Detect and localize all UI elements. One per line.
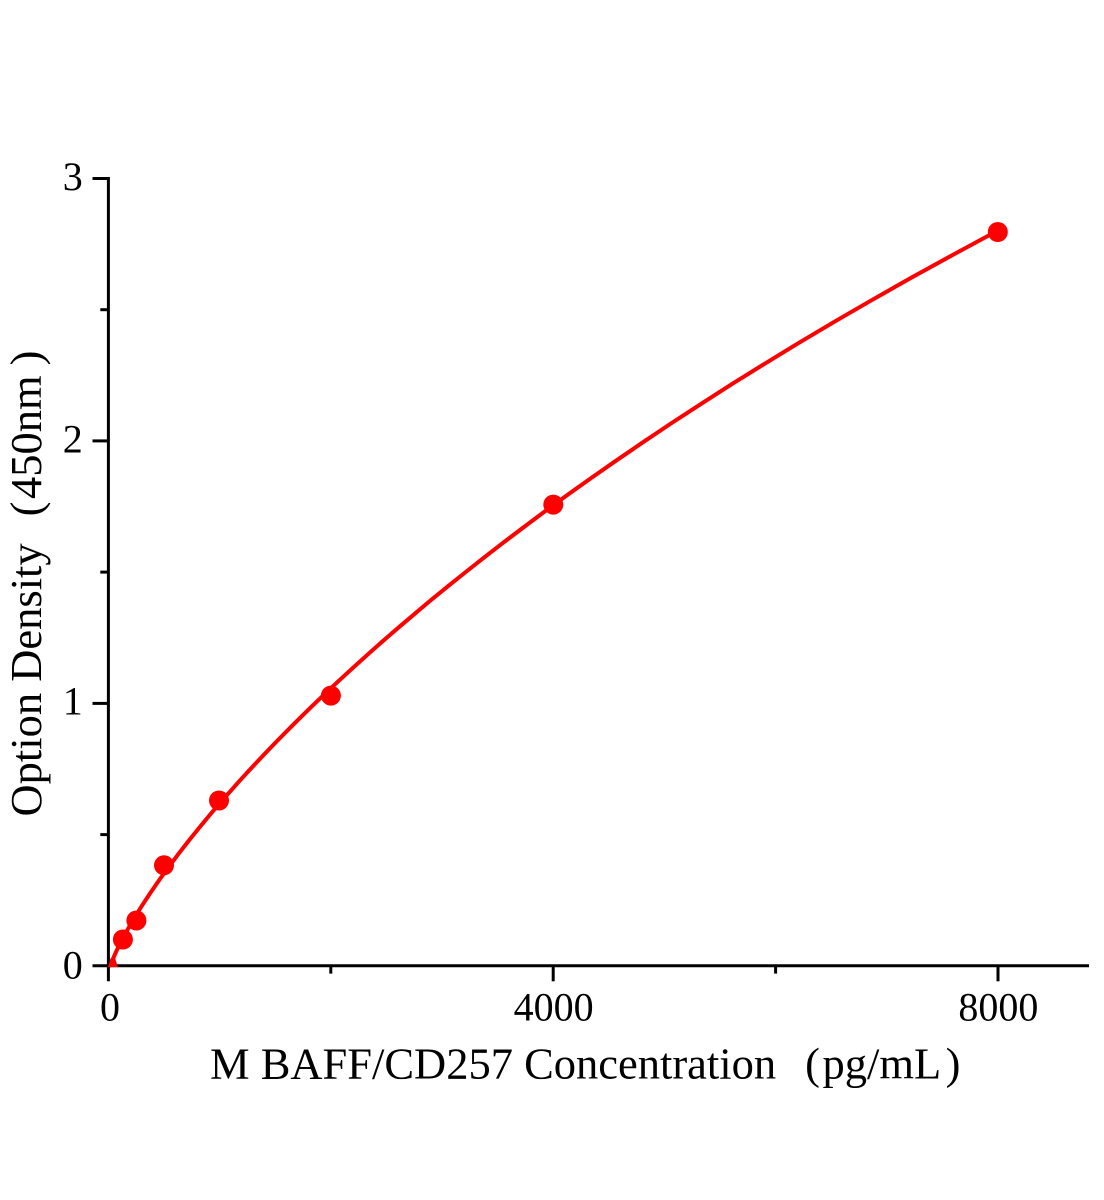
svg-text:8000: 8000 <box>958 985 1038 1030</box>
svg-text:1: 1 <box>63 679 83 724</box>
svg-text:M BAFF/CD257 Concentration(pg/: M BAFF/CD257 Concentration (pg/mL) <box>210 1039 961 1089</box>
svg-text:0: 0 <box>100 985 120 1030</box>
svg-text:4000: 4000 <box>514 985 594 1030</box>
svg-text:0: 0 <box>63 942 83 987</box>
svg-text:Option Density(450nm): Option Density(450nm) <box>1 351 51 817</box>
svg-text:3: 3 <box>63 154 83 199</box>
svg-text:2: 2 <box>63 416 83 461</box>
